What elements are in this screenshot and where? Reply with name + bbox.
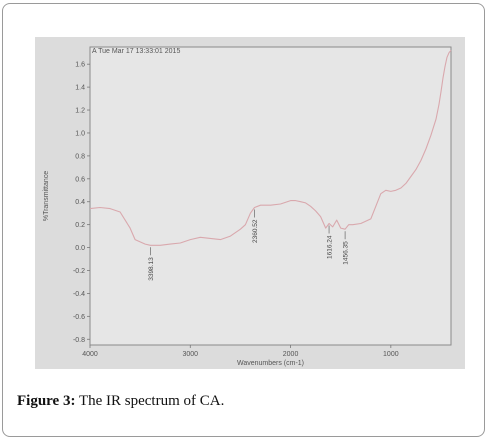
spectrum-line <box>89 50 452 246</box>
x-tick-label: 3000 <box>182 351 198 358</box>
y-tick-label: 1.2 <box>75 108 85 115</box>
y-tick-label: 1.6 <box>75 62 85 69</box>
y-tick-label: -0.4 <box>73 291 85 298</box>
chart-title: A Tue Mar 17 13:33:01 2015 <box>92 48 180 55</box>
y-tick-label: 1.0 <box>75 130 85 137</box>
y-tick-label: 0.6 <box>75 176 85 183</box>
peak-label: 1456.35 <box>343 241 350 265</box>
figure-caption: Figure 3: The IR spectrum of CA. <box>17 393 224 410</box>
caption-text: The IR spectrum of CA. <box>75 393 225 409</box>
x-tick-label: 2000 <box>283 351 299 358</box>
y-tick-label: -0.6 <box>73 314 85 321</box>
y-tick-label: -0.2 <box>73 268 85 275</box>
spectrum-photo: A Tue Mar 17 13:33:01 2015 1.6 1.4 1.2 1.0 0.… <box>35 37 465 369</box>
y-axis-label: %Transmittance <box>43 171 50 221</box>
peak-label: 1616.24 <box>327 235 334 259</box>
y-tick-label: 0.0 <box>75 245 85 252</box>
peak-label: 2360.52 <box>252 219 259 243</box>
y-tick-label: 0.4 <box>75 199 85 206</box>
x-tick-label: 4000 <box>82 351 98 358</box>
ir-spectrum-chart: A Tue Mar 17 13:33:01 2015 1.6 1.4 1.2 1.0 0.… <box>43 46 452 367</box>
figure-frame: A Tue Mar 17 13:33:01 2015 1.6 1.4 1.2 1.0 0.… <box>2 3 485 437</box>
y-tick-label: 0.8 <box>75 153 85 160</box>
plot-area <box>89 46 452 346</box>
x-tick-label: 1000 <box>383 351 399 358</box>
y-tick-label: -0.8 <box>73 337 85 344</box>
caption-label: Figure 3: <box>17 393 76 409</box>
peak-label: 3398.13 <box>148 257 155 281</box>
y-tick-label: 0.2 <box>75 222 85 229</box>
y-tick-label: 1.4 <box>75 85 85 92</box>
x-axis-label: Wavenumbers (cm-1) <box>237 360 304 367</box>
